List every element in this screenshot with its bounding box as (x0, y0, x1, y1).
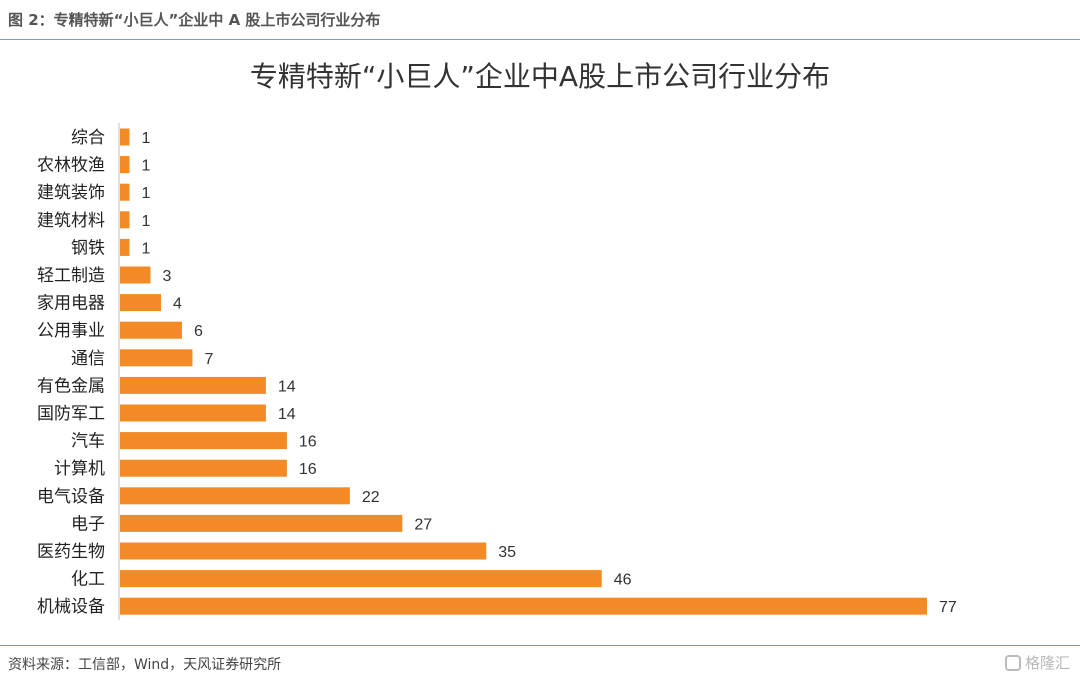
bar (120, 321, 182, 339)
category-tick-label: 机械设备 (37, 597, 105, 617)
data-label: 27 (414, 516, 432, 533)
source-note: 资料来源：工信部，Wind，天风证券研究所 (8, 657, 282, 673)
bar (120, 459, 287, 477)
category-tick-label: 电子 (71, 514, 105, 534)
category-tick-label: 汽车 (71, 432, 105, 452)
bar (120, 349, 193, 367)
bar (120, 128, 130, 146)
category-tick-label: 电气设备 (37, 487, 105, 507)
data-label: 1 (141, 158, 150, 175)
watermark-logo-icon (1004, 654, 1021, 671)
bar (120, 514, 403, 532)
bar (120, 432, 287, 450)
bar (120, 404, 266, 422)
data-label: 77 (939, 599, 957, 616)
bar (120, 156, 130, 174)
footer-rule (0, 645, 1080, 646)
bar (120, 266, 151, 284)
data-label: 14 (278, 378, 296, 395)
data-label: 16 (299, 461, 317, 478)
figure-header: 图 2：专精特新“小巨人”企业中 A 股上市公司行业分布 (0, 0, 1080, 40)
category-tick-label: 农林牧渔 (37, 156, 105, 176)
watermark: 格隆汇 (1004, 652, 1070, 673)
data-label: 16 (299, 434, 317, 451)
category-tick-label: 通信 (71, 349, 105, 369)
data-label: 7 (204, 351, 213, 368)
bar (120, 294, 161, 312)
category-tick-label: 家用电器 (37, 294, 105, 314)
bar-chart: 综合 1 农林牧渔 1 建筑装饰 1 建筑材料 1 钢铁 1 轻工制造 3 家用电器 4 公用事业 6 通信 7 有… (37, 123, 957, 621)
category-tick-label: 钢铁 (71, 238, 105, 258)
category-tick-label: 有色金属 (37, 376, 105, 396)
data-label: 22 (362, 489, 380, 506)
data-label: 14 (278, 406, 296, 423)
figure-caption: 图 2：专精特新“小巨人”企业中 A 股上市公司行业分布 (8, 11, 381, 29)
chart-title: 专精特新“小巨人”企业中A股上市公司行业分布 (249, 60, 831, 93)
category-tick-label: 化工 (71, 570, 105, 590)
category-tick-label: 医药生物 (37, 542, 105, 562)
data-label: 35 (498, 544, 516, 561)
bar (120, 183, 130, 201)
category-tick-label: 建筑材料 (37, 211, 105, 231)
bar (120, 211, 130, 229)
category-tick-label: 国防军工 (37, 404, 105, 424)
category-tick-label: 轻工制造 (37, 266, 105, 286)
bar (120, 570, 602, 588)
watermark-text: 格隆汇 (1024, 654, 1070, 672)
data-label: 6 (194, 323, 203, 340)
bar (120, 597, 927, 615)
bar (120, 487, 350, 505)
data-label: 1 (141, 130, 150, 147)
data-label: 4 (173, 296, 182, 313)
data-label: 1 (141, 240, 150, 257)
category-tick-label: 计算机 (54, 459, 105, 479)
category-tick-label: 建筑装饰 (37, 183, 105, 203)
data-label: 46 (614, 572, 632, 589)
bar (120, 542, 487, 560)
data-label: 3 (162, 268, 171, 285)
data-label: 1 (141, 185, 150, 202)
bar (120, 238, 130, 256)
bar (120, 376, 266, 394)
category-tick-label: 公用事业 (37, 321, 105, 341)
data-label: 1 (141, 213, 150, 230)
header-rule (0, 39, 1080, 40)
category-tick-label: 综合 (71, 128, 105, 148)
